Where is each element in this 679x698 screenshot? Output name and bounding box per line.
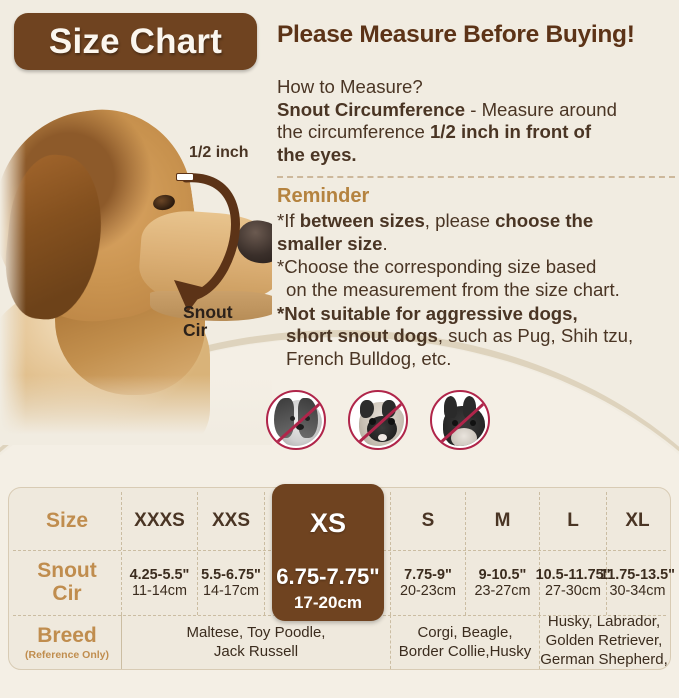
size-header-l: L <box>567 510 579 531</box>
pug-left-ear <box>360 400 374 418</box>
reminder-3-line1: *Not suitable for aggressive dogs, <box>277 303 675 326</box>
reminder-3-bold-short-snout: short snout dogs <box>286 325 438 347</box>
reminder-1-line2: smaller size. <box>277 233 675 256</box>
measure-location-bold: 1/2 inch in front of <box>429 121 592 143</box>
french-bulldog-muzzle <box>451 428 477 446</box>
snout-cir-label-line1: Snout <box>183 302 233 322</box>
breed-cell-medium: Corgi, Beagle, Border Collie,Husky <box>398 623 532 660</box>
pug-right-eye <box>388 418 395 425</box>
measure-location-pre: the circumference <box>277 121 430 143</box>
snout-circumference-arrow-icon <box>174 173 240 312</box>
row-label-size: Size <box>45 509 89 532</box>
reminder-heading: Reminder <box>277 184 370 207</box>
highlighted-size-xs[interactable]: XS 6.75-7.75" 17-20cm <box>272 484 384 621</box>
section-divider <box>277 175 675 178</box>
shih-tzu-right-eye <box>305 416 310 421</box>
reminder-bullet-3: *Not suitable for aggressive dogs, short… <box>277 303 675 371</box>
snout-circumference-term: Snout Circumference <box>277 98 466 120</box>
measure-location-line3: the eyes. <box>277 144 675 167</box>
reminder-bullet-2: *Choose the corresponding size based on … <box>277 256 675 301</box>
reminder-bullet-1: *If between sizes, please choose the sma… <box>277 210 675 255</box>
table-col-divider <box>264 492 265 615</box>
size-chart-page: Size Chart Please Measure Before Buying!… <box>0 13 679 670</box>
reminder-3-rest: , such as Pug, Shih tzu, <box>437 325 634 347</box>
measure-eyes-bold: the eyes. <box>277 144 357 166</box>
page-title: Please Measure Before Buying! <box>277 21 635 48</box>
half-inch-label: 1/2 inch <box>189 144 249 161</box>
reminder-1-end: . <box>382 232 388 254</box>
shih-tzu-left-eye <box>290 416 295 421</box>
snout-cir-label-line2: Cir <box>183 320 208 341</box>
table-col-divider <box>465 492 466 615</box>
size-header-xxxs: XXXS <box>134 510 185 531</box>
row-label-breed: Breed (Reference Only) <box>24 624 110 661</box>
french-bulldog-prohibited-icon <box>430 390 490 450</box>
instructions-block: How to Measure? Snout Circumference - Me… <box>277 76 675 371</box>
reminder-1-mid: , please <box>424 210 496 232</box>
table-col-divider <box>197 492 198 615</box>
dog-measurement-illustration <box>0 95 272 445</box>
photo-fade-bottom <box>0 375 272 445</box>
table-col-divider <box>606 492 607 615</box>
half-inch-tick-marker <box>176 173 194 181</box>
reminder-3-line3: French Bulldog, etc. <box>286 348 452 370</box>
snout-cell-xxs: 5.5-6.75" 14-17cm <box>201 567 261 599</box>
shih-tzu-nose <box>296 424 304 430</box>
pug-prohibited-icon <box>348 390 408 450</box>
table-col-divider <box>121 492 122 615</box>
pug-left-eye <box>369 418 376 425</box>
reminder-1-star: *If <box>277 210 300 232</box>
reminder-3-bold-not-suitable: *Not suitable for aggressive dogs, <box>277 302 578 324</box>
snout-cir-label: Snout Cir <box>183 303 273 340</box>
size-header-m: M <box>494 510 511 531</box>
photo-fade-left <box>0 95 26 445</box>
snout-circumference-definition: Snout Circumference - Measure around <box>277 99 675 122</box>
reminder-2-line2: on the measurement from the size chart. <box>286 279 620 301</box>
shih-tzu-prohibited-icon <box>266 390 326 450</box>
pug-tongue <box>378 434 387 441</box>
french-bulldog-left-ear <box>444 396 457 418</box>
snout-circumference-after: - Measure around <box>465 98 617 120</box>
how-to-measure-question: How to Measure? <box>277 76 423 97</box>
table-col-divider <box>390 492 391 615</box>
snout-cell-xxxs: 4.25-5.5" 11-14cm <box>129 567 190 599</box>
breed-cell-large: Husky, Labrador, Golden Retriever, Germa… <box>540 613 668 668</box>
snout-cell-m: 9-10.5" 23-27cm <box>474 567 531 599</box>
reminder-2-line1: *Choose the corresponding size based <box>277 256 597 278</box>
snout-cell-l: 10.5-11.75" 27-30cm <box>535 567 611 599</box>
reminder-1-bold-smaller: smaller size <box>277 232 383 254</box>
reminder-1-bold-choose: choose the <box>495 210 594 232</box>
breed-col-divider <box>539 615 540 669</box>
snout-cell-s: 7.75-9" 20-23cm <box>400 567 456 599</box>
measure-location-line: the circumference 1/2 inch in front of <box>277 121 675 144</box>
snout-cell-xl: 11.75-13.5" 30-34cm <box>600 567 675 599</box>
french-bulldog-photo <box>434 394 486 446</box>
row-label-snout-cir: Snout Cir <box>37 559 97 605</box>
reminder-1-bold-between: between sizes <box>299 210 425 232</box>
size-table: Size XXXS XXS S M L XL Snout Cir 4.25-5.… <box>8 484 675 670</box>
table-col-divider <box>539 492 540 615</box>
size-header-s: S <box>421 510 435 531</box>
breed-col-divider <box>121 615 122 669</box>
size-chart-badge-label: Size Chart <box>48 21 223 61</box>
size-header-xxs: XXS <box>211 510 251 531</box>
french-bulldog-right-eye <box>470 420 476 426</box>
reminder-3-line2: short snout dogs, such as Pug, Shih tzu, <box>277 325 675 348</box>
french-bulldog-left-eye <box>452 420 458 426</box>
size-chart-badge: Size Chart <box>14 13 257 70</box>
not-suitable-breed-icons <box>266 390 490 450</box>
breed-cell-small: Maltese, Toy Poodle, Jack Russell <box>186 623 326 660</box>
size-header-xl: XL <box>625 510 650 531</box>
dog-mouth <box>150 291 272 321</box>
breed-col-divider <box>390 615 391 669</box>
